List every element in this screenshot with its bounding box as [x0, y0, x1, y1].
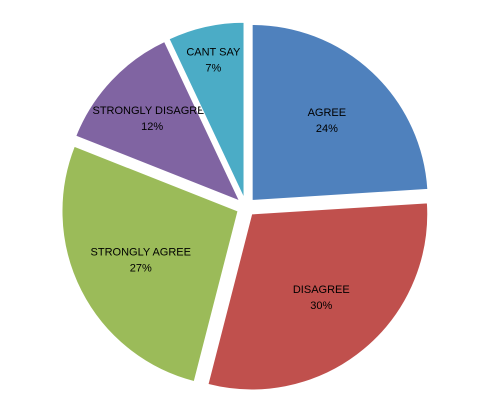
- slice-label: CANT SAY: [186, 47, 241, 59]
- slice-value-label: 7%: [205, 63, 221, 75]
- pie-slice: [168, 21, 245, 199]
- slice-value-label: 30%: [310, 300, 332, 312]
- slice-value-label: 12%: [141, 121, 163, 133]
- pie-slice: [75, 40, 241, 202]
- slice-label: STRONGLY DISAGREE: [92, 105, 211, 117]
- slice-label: STRONGLY AGREE: [91, 247, 191, 259]
- pie-slice: [207, 202, 429, 391]
- pie-slice: [61, 145, 239, 383]
- slice-value-label: 27%: [130, 263, 152, 275]
- pie-slice: [251, 23, 429, 201]
- slice-label: DISAGREE: [293, 284, 350, 296]
- slice-label: AGREE: [308, 107, 347, 119]
- slice-value-label: 24%: [316, 123, 338, 135]
